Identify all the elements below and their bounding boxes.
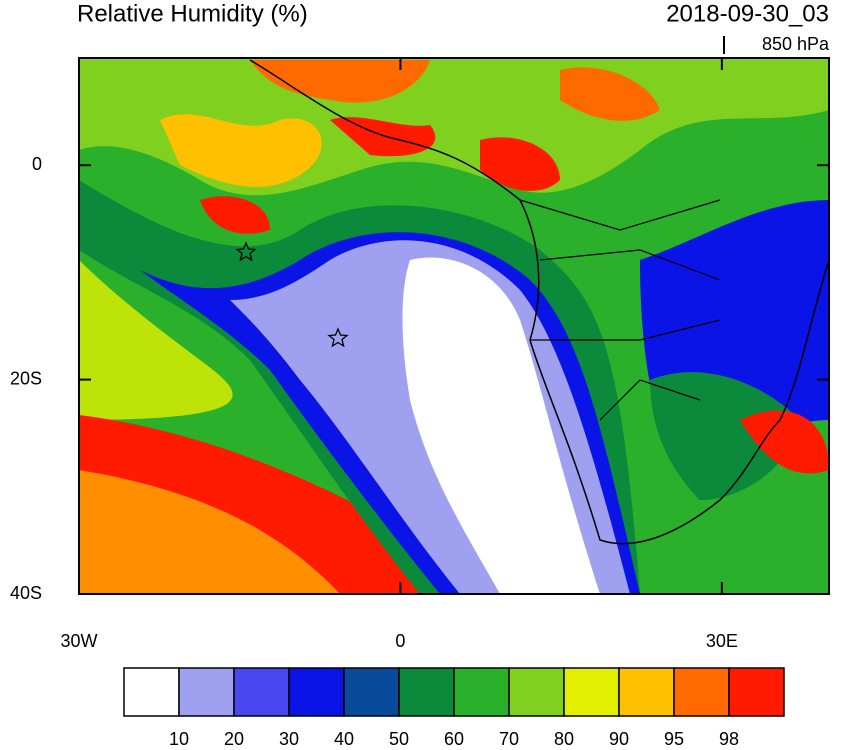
x-tick-label: 30W xyxy=(60,631,97,651)
colorbar-box xyxy=(728,667,785,717)
field-patch xyxy=(740,410,829,474)
colorbar-label: 98 xyxy=(719,729,739,749)
field-patch xyxy=(402,257,600,594)
map-field xyxy=(79,58,829,594)
field-patch xyxy=(79,470,340,594)
colorbar: 10 20 30 40 50 60 70 80 90 95 98 xyxy=(123,667,785,749)
x-tick-label: 30E xyxy=(706,631,738,651)
colorbar-label: 40 xyxy=(334,729,354,749)
colorbar-box xyxy=(123,667,180,717)
colorbar-label: 50 xyxy=(389,729,409,749)
y-tick-label: 0 xyxy=(32,154,42,174)
station-marker xyxy=(235,241,349,348)
field-patch xyxy=(200,117,560,234)
border xyxy=(519,199,721,421)
colorbar-label: 95 xyxy=(664,729,684,749)
colorbar-label: 70 xyxy=(499,729,519,749)
x-tick-label: 0 xyxy=(395,631,405,651)
colorbar-label: 60 xyxy=(444,729,464,749)
colorbar-box xyxy=(673,667,730,717)
colorbar-box xyxy=(343,667,400,717)
plot-frame xyxy=(78,57,830,595)
level-label: 850 hPa xyxy=(762,34,830,54)
coastline xyxy=(249,59,829,545)
colorbar-box xyxy=(288,667,345,717)
colorbar-label: 80 xyxy=(554,729,574,749)
colorbar-box xyxy=(178,667,235,717)
colorbar-box xyxy=(508,667,565,717)
y-tick-label: 40S xyxy=(10,583,42,603)
colorbar-box xyxy=(233,667,290,717)
y-tick-label: 20S xyxy=(10,368,42,388)
field-patch xyxy=(79,260,233,420)
timestamp: 2018-09-30_03 xyxy=(666,0,829,27)
colorbar-box xyxy=(453,667,510,717)
colorbar-label: 90 xyxy=(609,729,629,749)
colorbar-box xyxy=(398,667,455,717)
colorbar-label: 10 xyxy=(169,729,189,749)
colorbar-box xyxy=(618,667,675,717)
colorbar-label: 20 xyxy=(224,729,244,749)
field-patch xyxy=(160,114,322,187)
title: Relative Humidity (%) xyxy=(77,0,308,27)
field-patch xyxy=(250,60,660,121)
axes: 30W 0 30E 0 20S 40S xyxy=(10,58,829,651)
colorbar-box xyxy=(563,667,620,717)
field-patch xyxy=(650,372,800,500)
colorbar-label: 30 xyxy=(279,729,299,749)
